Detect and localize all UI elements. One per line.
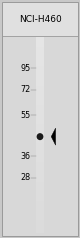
- Polygon shape: [51, 128, 56, 145]
- Bar: [2, 2, 78, 36]
- Text: 28: 28: [20, 173, 30, 182]
- Text: 55: 55: [20, 111, 30, 120]
- Text: 36: 36: [20, 152, 30, 161]
- Text: NCI-H460: NCI-H460: [19, 15, 61, 24]
- Text: 72: 72: [20, 85, 30, 94]
- Bar: [2, 36, 78, 236]
- Ellipse shape: [37, 133, 43, 140]
- Text: 95: 95: [20, 64, 30, 73]
